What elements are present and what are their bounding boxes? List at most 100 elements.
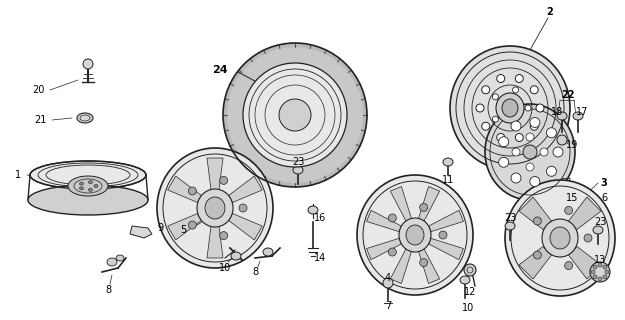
Text: 20: 20 [32,85,44,95]
Text: 7: 7 [385,301,391,311]
Ellipse shape [598,277,602,281]
Polygon shape [519,197,551,229]
Ellipse shape [243,63,347,167]
Ellipse shape [223,43,367,187]
Text: 6: 6 [601,193,607,203]
Text: 5: 5 [180,225,186,235]
Ellipse shape [593,265,597,269]
Ellipse shape [530,177,540,187]
Text: 11: 11 [442,175,454,185]
Ellipse shape [499,137,509,147]
Text: 10: 10 [219,263,231,273]
Ellipse shape [492,116,499,122]
Text: 14: 14 [314,253,326,263]
Ellipse shape [511,173,521,183]
Text: 8: 8 [252,267,258,277]
Polygon shape [418,187,439,221]
Ellipse shape [406,225,424,245]
Ellipse shape [542,219,578,257]
Ellipse shape [593,226,603,234]
Ellipse shape [540,148,548,156]
Ellipse shape [227,47,363,183]
Ellipse shape [530,86,538,94]
Ellipse shape [219,232,228,240]
Ellipse shape [593,275,597,279]
Text: 4: 4 [385,273,391,283]
Text: 13: 13 [594,255,606,265]
Ellipse shape [564,206,572,214]
Text: 21: 21 [34,115,46,125]
Text: 17: 17 [576,107,588,117]
Ellipse shape [197,189,233,227]
Ellipse shape [557,112,567,120]
Text: 23: 23 [594,217,606,227]
Polygon shape [130,226,152,238]
Ellipse shape [450,46,570,170]
Ellipse shape [502,99,518,117]
Ellipse shape [28,185,148,215]
Text: 18: 18 [551,107,563,117]
Ellipse shape [496,93,524,123]
Ellipse shape [77,113,93,123]
Polygon shape [366,210,401,232]
Ellipse shape [460,276,470,284]
Text: 2: 2 [547,7,553,17]
Ellipse shape [526,163,534,171]
Ellipse shape [505,180,615,296]
Polygon shape [168,213,201,240]
Ellipse shape [492,94,499,100]
Ellipse shape [533,251,541,259]
Ellipse shape [219,176,228,184]
Ellipse shape [157,148,273,268]
Ellipse shape [525,105,531,111]
Ellipse shape [383,278,393,288]
Ellipse shape [308,206,318,214]
Ellipse shape [357,175,473,295]
Ellipse shape [388,248,396,256]
Ellipse shape [439,231,447,239]
Ellipse shape [515,75,523,83]
Ellipse shape [564,261,572,269]
Ellipse shape [68,176,108,196]
Polygon shape [519,246,551,279]
Polygon shape [207,158,223,190]
Ellipse shape [603,265,607,269]
Ellipse shape [79,182,84,185]
Ellipse shape [605,270,609,274]
Text: 10: 10 [462,303,474,313]
Text: 23: 23 [504,213,516,223]
Ellipse shape [399,218,431,252]
Ellipse shape [464,264,476,276]
Polygon shape [229,176,262,203]
Ellipse shape [443,158,453,166]
Text: 8: 8 [105,285,111,295]
Ellipse shape [485,104,575,200]
Polygon shape [207,226,223,258]
Ellipse shape [89,188,92,191]
Text: 15: 15 [566,193,578,203]
Ellipse shape [497,133,505,141]
Ellipse shape [83,59,93,69]
Ellipse shape [591,270,595,274]
Ellipse shape [499,157,509,167]
Text: 12: 12 [464,287,476,297]
Polygon shape [168,176,201,203]
Ellipse shape [205,197,225,219]
Polygon shape [418,249,439,284]
Ellipse shape [419,204,428,212]
Ellipse shape [89,181,92,184]
Ellipse shape [293,166,303,174]
Ellipse shape [530,122,538,130]
Ellipse shape [279,99,311,131]
Ellipse shape [116,255,124,261]
Polygon shape [229,213,262,240]
Ellipse shape [188,221,196,229]
Polygon shape [569,246,601,279]
Text: 23: 23 [292,157,304,167]
Ellipse shape [526,133,534,141]
Ellipse shape [536,104,544,112]
Ellipse shape [263,248,273,256]
Ellipse shape [523,145,537,159]
Ellipse shape [553,147,563,157]
Ellipse shape [419,259,428,267]
